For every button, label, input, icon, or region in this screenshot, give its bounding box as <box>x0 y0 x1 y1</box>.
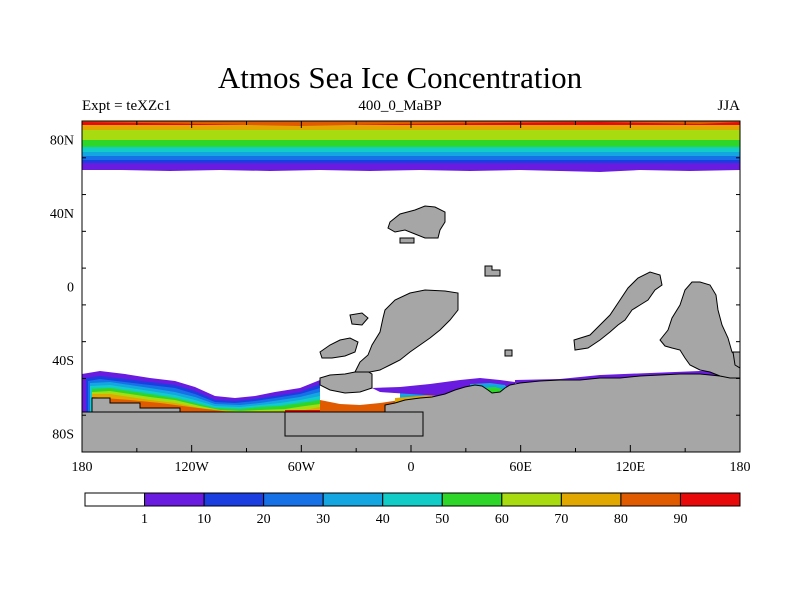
land-island-a <box>349 312 369 326</box>
lat-tick-label: 80N <box>50 133 74 148</box>
colorbar-label: 20 <box>257 512 271 527</box>
colorbar-swatch <box>679 492 741 507</box>
lon-tick-label: 180 <box>72 460 93 475</box>
colorbar-swatch <box>144 492 205 507</box>
colorbar-label: 70 <box>554 512 568 527</box>
colorbar-label: 80 <box>614 512 628 527</box>
lon-tick-label: 0 <box>408 460 415 475</box>
colorbar-swatch <box>84 492 146 507</box>
lon-tick-label: 60E <box>509 460 532 475</box>
season-label: JJA <box>717 98 740 114</box>
lat-tick-label: 40S <box>52 354 74 369</box>
land-island-e <box>732 351 740 369</box>
land-masses <box>82 205 740 452</box>
land-island-b <box>399 237 415 244</box>
axis-labels: 180 120W 60W 0 60E 120E 180 80N 40N 0 40S 80S <box>50 133 751 475</box>
colorbar-label: 90 <box>673 512 687 527</box>
experiment-label: Expt = teXZc1 <box>82 98 172 114</box>
land-gondwana-main <box>354 289 459 373</box>
arctic-sea-ice <box>82 121 740 172</box>
colorbar-swatch <box>263 492 324 507</box>
map-plot-area <box>82 121 740 452</box>
lon-tick-label: 60W <box>288 460 316 475</box>
colorbar-swatch <box>560 492 622 507</box>
lat-tick-label: 80S <box>52 428 74 443</box>
colorbar-label: 1 <box>141 512 148 527</box>
colorbar-label: 40 <box>376 512 390 527</box>
land-antarctica <box>82 373 740 452</box>
colorbar-swatch <box>501 492 562 507</box>
land-laurentia <box>387 205 446 239</box>
axis-ticks <box>81 120 741 453</box>
land-gondwana-west <box>319 337 359 359</box>
lon-tick-label: 120E <box>616 460 646 475</box>
colorbar-label: 60 <box>495 512 509 527</box>
colorbar-swatch <box>382 492 443 507</box>
land-west-antarctic-shelf <box>91 397 181 413</box>
lon-tick-label: 180 <box>730 460 751 475</box>
lon-tick-label: 120W <box>175 460 210 475</box>
colorbar-label: 10 <box>197 512 211 527</box>
colorbar-swatch <box>441 492 503 507</box>
colorbar-swatch <box>322 492 384 507</box>
plot-title: Atmos Sea Ice Concentration <box>217 60 583 95</box>
land-island-d <box>504 349 513 357</box>
land-east-gondwana <box>659 281 740 379</box>
land-baltica-arc <box>573 271 663 351</box>
land-gondwana-south <box>319 369 373 394</box>
colorbar: 1 10 20 30 40 50 60 70 80 90 <box>84 492 741 527</box>
lat-tick-label: 0 <box>67 281 74 296</box>
colorbar-label: 50 <box>435 512 449 527</box>
colorbar-swatch <box>203 492 265 507</box>
period-label: 400_0_MaBP <box>358 98 442 114</box>
land-island-c <box>484 265 501 277</box>
lat-tick-label: 40N <box>50 207 74 222</box>
colorbar-label: 30 <box>316 512 330 527</box>
colorbar-swatch <box>620 492 681 507</box>
